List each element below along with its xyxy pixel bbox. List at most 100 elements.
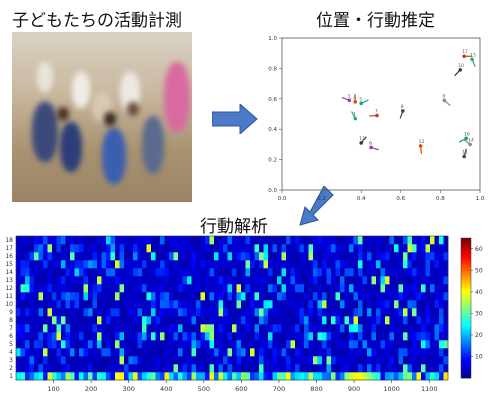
heatmap-cell (394, 332, 399, 341)
heatmap-cell (196, 292, 201, 301)
heatmap-cell (137, 244, 143, 253)
heatmap-cell (254, 308, 260, 317)
heatmap-cell (205, 300, 210, 309)
heatmap-cell (16, 340, 21, 349)
heatmap-cell (182, 284, 188, 293)
heatmap-cell (169, 324, 174, 333)
heatmap-cell (25, 236, 30, 245)
heatmap-cell (236, 252, 242, 261)
heatmap-cell (38, 252, 44, 261)
heatmap-cell (173, 356, 179, 365)
heatmap-x-tick-label: 200 (85, 385, 97, 393)
heatmap-cell (200, 316, 206, 325)
point-label: 16 (464, 131, 470, 137)
heatmap-cell (313, 300, 318, 309)
heatmap-cell (245, 244, 251, 253)
heatmap-cell (443, 292, 449, 301)
heatmap-cell (169, 260, 174, 269)
heatmap-cell (358, 324, 363, 333)
heatmap-cell (88, 260, 93, 269)
heatmap-cell (160, 244, 165, 253)
heatmap-cell (380, 372, 386, 381)
heatmap-cell (43, 340, 48, 349)
heatmap-cell (43, 308, 48, 317)
heatmap-cell (115, 316, 120, 325)
heatmap-cell (79, 356, 84, 365)
heatmap-cell (403, 252, 408, 261)
heatmap-cell (164, 268, 170, 277)
heatmap-cell (182, 332, 188, 341)
colorbar-segment (461, 245, 471, 248)
heatmap-cell (371, 260, 377, 269)
heatmap-cell (70, 308, 75, 317)
heatmap-cell (299, 324, 305, 333)
heatmap-cell (124, 308, 129, 317)
heatmap-cell (326, 268, 332, 277)
heatmap-cell (385, 300, 390, 309)
blurred-child-figure (164, 62, 190, 132)
heatmap-cell (367, 324, 372, 333)
heatmap-cell (340, 276, 345, 285)
heatmap-cell (25, 356, 30, 365)
colorbar-segment (461, 284, 471, 288)
heatmap-cell (245, 260, 251, 269)
heatmap-cell (434, 372, 440, 381)
heatmap-cell (16, 260, 21, 269)
heatmap-cell (385, 332, 390, 341)
heatmap-cell (146, 292, 152, 301)
heatmap-cell (16, 356, 21, 365)
heatmap-cell (164, 284, 170, 293)
heatmap-cell (439, 268, 444, 277)
heatmap-cell (43, 316, 48, 325)
heatmap-cell (173, 348, 179, 357)
heatmap-cell (227, 356, 233, 365)
heatmap-cell (196, 236, 201, 245)
heatmap-cell (241, 276, 246, 285)
heatmap-cell (191, 324, 197, 333)
heatmap-cell (340, 340, 345, 349)
heatmap-cell (205, 372, 210, 381)
heatmap-cell (349, 348, 354, 357)
heatmap-cell (245, 324, 251, 333)
heatmap-cell (16, 364, 21, 373)
heatmap-cell (205, 292, 210, 301)
heatmap-cell (403, 308, 408, 317)
heatmap-cell (164, 364, 170, 373)
heatmap-cell (344, 348, 350, 357)
heatmap-cell (196, 324, 201, 333)
heatmap-cell (173, 340, 179, 349)
heatmap-cell (173, 372, 179, 381)
heatmap-cell (308, 268, 314, 277)
heatmap-cell (43, 348, 48, 357)
heatmap-cell (385, 244, 390, 253)
heatmap-cell (56, 260, 62, 269)
heatmap-cell (286, 348, 291, 357)
heatmap-cell (205, 324, 210, 333)
heatmap-cell (344, 372, 350, 381)
heatmap-cell (20, 300, 26, 309)
heatmap-cell (142, 340, 147, 349)
heatmap-x-tick-label: 300 (122, 385, 134, 393)
point-label: 14 (468, 137, 474, 143)
heatmap-cell (119, 268, 125, 277)
heatmap-cell (232, 364, 237, 373)
heatmap-cell (317, 260, 323, 269)
heatmap-cell (146, 332, 152, 341)
heatmap-cell (317, 244, 323, 253)
heatmap-cell (250, 308, 255, 317)
heatmap-cell (128, 292, 134, 301)
heatmap-cell (214, 300, 219, 309)
heatmap-cell (394, 316, 399, 325)
child-position-point (375, 113, 379, 118)
heatmap-cell (308, 348, 314, 357)
heatmap-cell (151, 236, 156, 245)
heatmap-cell (223, 252, 228, 261)
colorbar-segment (461, 291, 471, 295)
colorbar-segment (461, 277, 471, 281)
heatmap-cell (272, 276, 278, 285)
heatmap-cell (403, 364, 408, 373)
heatmap-cell (137, 324, 143, 333)
child-position-point (462, 154, 466, 159)
heatmap-cell (398, 260, 404, 269)
heatmap-cell (430, 348, 435, 357)
